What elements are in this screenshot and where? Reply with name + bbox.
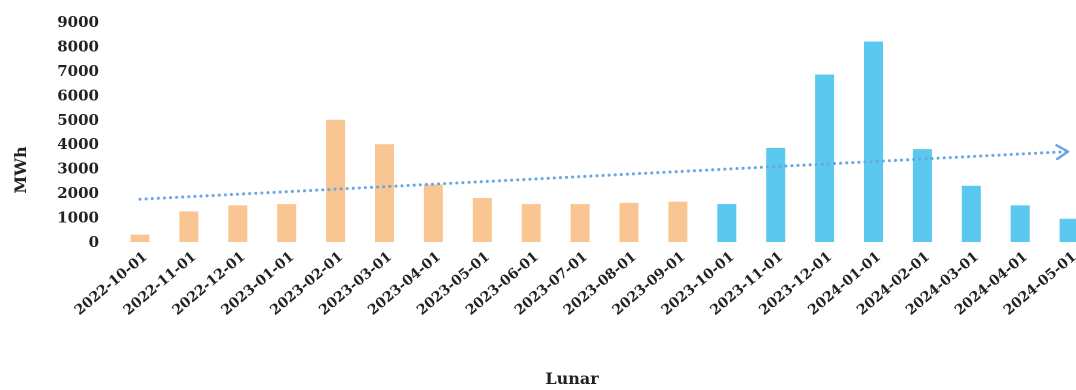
bar-2022-12-01 xyxy=(228,205,248,242)
y-tick-label: 6000 xyxy=(57,86,99,104)
bar-2023-03-01 xyxy=(375,144,394,242)
y-axis-ticks: 0 1000 2000 3000 4000 5000 6000 7000 8000 9000 xyxy=(57,13,99,251)
y-tick-label: 0 xyxy=(89,233,99,251)
bar-2024-04-01 xyxy=(1010,205,1030,242)
bar-2023-10-01 xyxy=(717,204,737,242)
bar-2022-10-01 xyxy=(130,234,150,242)
y-tick-label: 3000 xyxy=(57,160,99,178)
x-axis-title: Lunar xyxy=(545,369,599,388)
bar-2023-01-01 xyxy=(277,204,297,242)
bar-2023-02-01 xyxy=(326,119,346,242)
y-tick-label: 8000 xyxy=(57,37,99,55)
bar-2024-05-01 xyxy=(1059,218,1076,242)
bar-2023-06-01 xyxy=(521,204,541,242)
y-axis-title: MWh xyxy=(11,146,30,194)
bar-series xyxy=(130,41,1076,242)
bar-2023-08-01 xyxy=(619,202,639,242)
trendline-arrow-head xyxy=(1055,144,1070,161)
trendline-group xyxy=(138,144,1070,201)
y-tick-label: 2000 xyxy=(57,184,99,202)
bar-2024-03-01 xyxy=(961,185,981,242)
x-axis-ticks: 2022-10-012022-11-012022-12-012023-01-01… xyxy=(72,249,1076,319)
y-tick-label: 7000 xyxy=(57,62,99,80)
trendline xyxy=(138,150,1070,201)
bar-2024-02-01 xyxy=(912,149,932,242)
bar-2023-05-01 xyxy=(472,198,492,242)
bar-2023-11-01 xyxy=(766,147,786,242)
bar-2023-12-01 xyxy=(815,74,835,242)
bar-2022-11-01 xyxy=(179,211,199,242)
y-tick-label: 4000 xyxy=(57,135,99,153)
bar-2023-09-01 xyxy=(668,201,688,242)
bar-2023-07-01 xyxy=(570,204,590,242)
y-tick-label: 5000 xyxy=(57,111,99,129)
y-tick-label: 9000 xyxy=(57,13,99,31)
bar-2023-04-01 xyxy=(423,184,443,242)
bar-2024-01-01 xyxy=(864,41,883,242)
y-tick-label: 1000 xyxy=(57,209,99,227)
